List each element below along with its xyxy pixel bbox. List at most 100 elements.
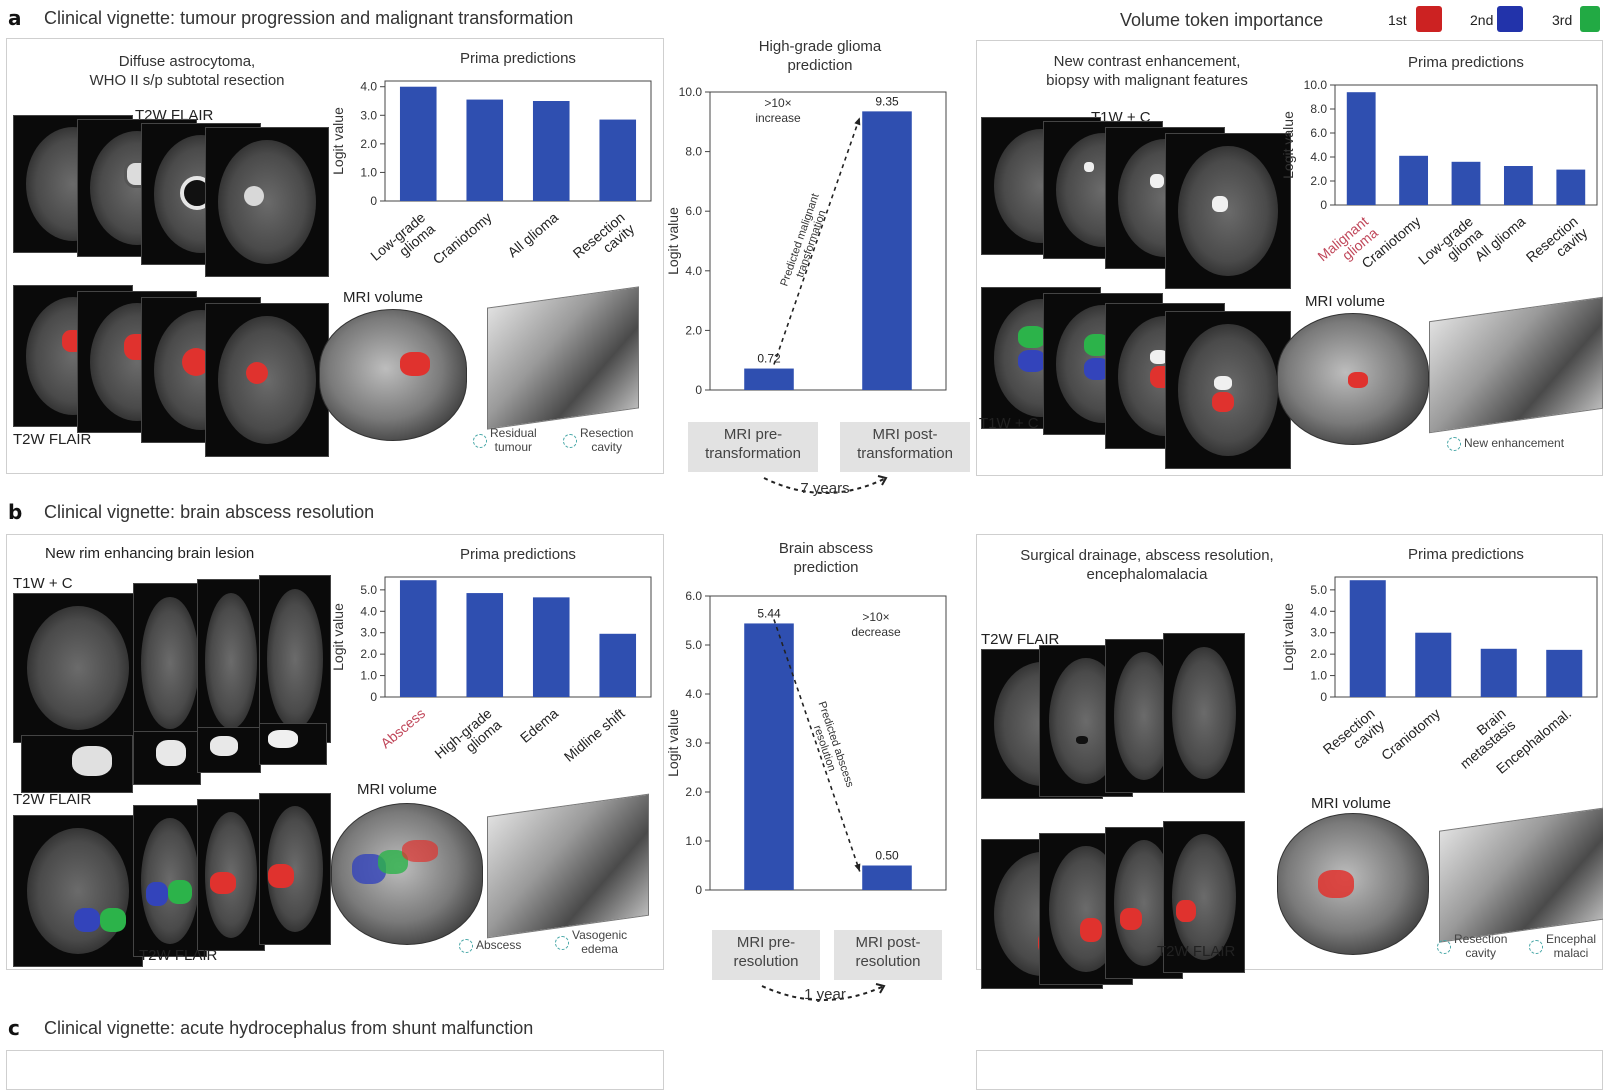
y-axis-label: Logit value bbox=[330, 603, 346, 671]
mri-slice-overlay bbox=[197, 799, 265, 951]
plot-frame bbox=[384, 80, 652, 202]
mri-volume-crop bbox=[1429, 296, 1603, 434]
y-tick-label: 6.0 bbox=[685, 204, 702, 218]
y-tick-label: 3.0 bbox=[685, 736, 702, 750]
y-tick-label: 2.0 bbox=[360, 137, 377, 151]
volume-label: MRI volume bbox=[343, 289, 424, 306]
chart-a-left: Prima predictions 0 1.0 2.0 3.0 4.0 Logit valu… bbox=[330, 50, 652, 275]
chart-a-right: Prima predictions 0 2.0 4.0 6.0 8.0 10.0 Logit … bbox=[1280, 54, 1598, 271]
ring-label-resection-cavity: Resection cavity bbox=[1437, 932, 1507, 961]
ring-label-abscess: Abscess bbox=[459, 938, 521, 953]
chart-title: Prima predictions bbox=[1408, 54, 1524, 71]
y-tick-label: 8.0 bbox=[1310, 102, 1327, 116]
legend-chip-3rd bbox=[1580, 6, 1600, 32]
mri-volume-crop bbox=[487, 286, 639, 430]
interval-label: 1 year bbox=[804, 986, 846, 1003]
section-letter-b: b bbox=[8, 500, 23, 524]
sequence-label: T2W FLAIR bbox=[1157, 943, 1236, 960]
section-title-b: Clinical vignette: brain abscess resolut… bbox=[44, 502, 375, 522]
y-tick-label: 1.0 bbox=[1310, 669, 1327, 683]
legend-chip-2nd bbox=[1497, 6, 1523, 32]
ring-label-new-enhancement: New enhancement bbox=[1447, 436, 1564, 451]
mri-slice bbox=[259, 575, 331, 743]
mri-slice bbox=[205, 127, 329, 277]
y-tick-label: 0 bbox=[370, 194, 377, 208]
mri-slice bbox=[1165, 133, 1291, 289]
x-tick-label: Low-gradeglioma bbox=[367, 209, 438, 275]
mri-volume-render bbox=[319, 309, 467, 441]
category-label: MRI post- transformation bbox=[840, 422, 970, 472]
trend-arrow bbox=[773, 117, 861, 365]
bar bbox=[1556, 169, 1586, 205]
y-tick-label: 10.0 bbox=[1304, 78, 1328, 92]
panel-c-right bbox=[976, 1050, 1603, 1090]
change-note: >10× increase bbox=[755, 96, 801, 125]
bar bbox=[466, 593, 504, 697]
bar-value-label: 5.44 bbox=[757, 606, 781, 620]
y-tick-label: 6.0 bbox=[1310, 126, 1327, 140]
mri-slice bbox=[197, 579, 265, 743]
section-title-a: Clinical vignette: tumour progression an… bbox=[44, 8, 574, 28]
y-tick-label: 8.0 bbox=[685, 145, 702, 159]
panel-a-left: Diffuse astrocytoma, WHO II s/p subtotal… bbox=[6, 38, 664, 474]
ring-label-encephalomalacia: Encephal malaci bbox=[1529, 932, 1596, 961]
y-tick-label: 2.0 bbox=[360, 647, 377, 661]
ring-label-resection-cavity: Resection cavity bbox=[563, 426, 633, 455]
y-tick-label: 0 bbox=[370, 690, 377, 704]
mri-slice-overlay bbox=[259, 793, 331, 945]
center-chart-title: High-grade glioma prediction bbox=[758, 38, 882, 74]
sequence-label: T2W FLAIR bbox=[139, 947, 218, 964]
bar bbox=[744, 623, 794, 890]
x-tick-label: Craniotomy bbox=[1378, 705, 1443, 763]
y-tick-label: 1.0 bbox=[685, 834, 702, 848]
interval-arc bbox=[763, 475, 888, 494]
x-tick-label: Edema bbox=[517, 705, 561, 746]
mri-slice-overlay bbox=[1163, 821, 1245, 973]
mri-slice-overlay bbox=[1165, 311, 1291, 469]
bar-value-label: 9.35 bbox=[875, 94, 899, 108]
trend-arrow-head bbox=[854, 863, 861, 872]
mri-slice-crop bbox=[133, 731, 201, 785]
y-tick-label: 1.0 bbox=[360, 165, 377, 179]
legend-label-2nd: 2nd bbox=[1470, 12, 1494, 28]
bar bbox=[399, 580, 437, 697]
mri-slice-overlay bbox=[205, 303, 329, 457]
bar bbox=[1415, 632, 1452, 697]
y-tick-label: 4.0 bbox=[1310, 150, 1327, 164]
y-tick-label: 3.0 bbox=[360, 108, 377, 122]
y-tick-label: 4.0 bbox=[685, 687, 702, 701]
legend-label-3rd: 3rd bbox=[1552, 12, 1573, 28]
category-label: MRI pre- resolution bbox=[712, 930, 820, 980]
mri-slice bbox=[1163, 633, 1245, 793]
mri-slice-crop bbox=[259, 723, 327, 765]
bar bbox=[532, 597, 570, 697]
ring-label-residual-tumour: Residual tumour bbox=[473, 426, 537, 455]
y-tick-label: 0 bbox=[1320, 198, 1327, 212]
bar bbox=[599, 633, 637, 697]
mri-slice-overlay bbox=[133, 805, 207, 957]
bar bbox=[1399, 155, 1429, 205]
y-tick-label: 3.0 bbox=[1310, 626, 1327, 640]
legend-title: Volume token importance bbox=[1120, 10, 1324, 30]
section-title-c: Clinical vignette: acute hydrocephalus f… bbox=[44, 1018, 534, 1038]
section-letter-c: c bbox=[8, 1016, 20, 1040]
bar bbox=[466, 99, 504, 201]
y-tick-label: 3.0 bbox=[360, 626, 377, 640]
bar-value-label: 0.50 bbox=[875, 849, 899, 863]
panel-a-right: New contrast enhancement, biopsy with ma… bbox=[976, 40, 1603, 476]
plot-frame bbox=[1334, 576, 1598, 698]
bar bbox=[1503, 166, 1533, 205]
y-tick-label: 4.0 bbox=[685, 264, 702, 278]
bar bbox=[599, 119, 637, 201]
interval-arc bbox=[761, 983, 886, 1001]
trend-note: Predicted abscessresolution bbox=[804, 700, 856, 793]
bar bbox=[744, 368, 794, 390]
trend-note: Predicted malignanttransformation bbox=[778, 192, 833, 292]
x-tick-label: High-gradeglioma bbox=[431, 705, 504, 773]
sequence-label: T1W + C bbox=[979, 415, 1039, 432]
y-tick-label: 0 bbox=[695, 383, 702, 397]
ring-label-vasogenic-edema: Vasogenic edema bbox=[555, 928, 627, 957]
y-tick-label: 0 bbox=[1320, 690, 1327, 704]
chart-b-center: 0 1.0 2.0 3.0 4.0 5.0 6.0 Logit value 5.44 0.50 Pr… bbox=[665, 589, 947, 897]
section-letter-a: a bbox=[8, 6, 22, 30]
